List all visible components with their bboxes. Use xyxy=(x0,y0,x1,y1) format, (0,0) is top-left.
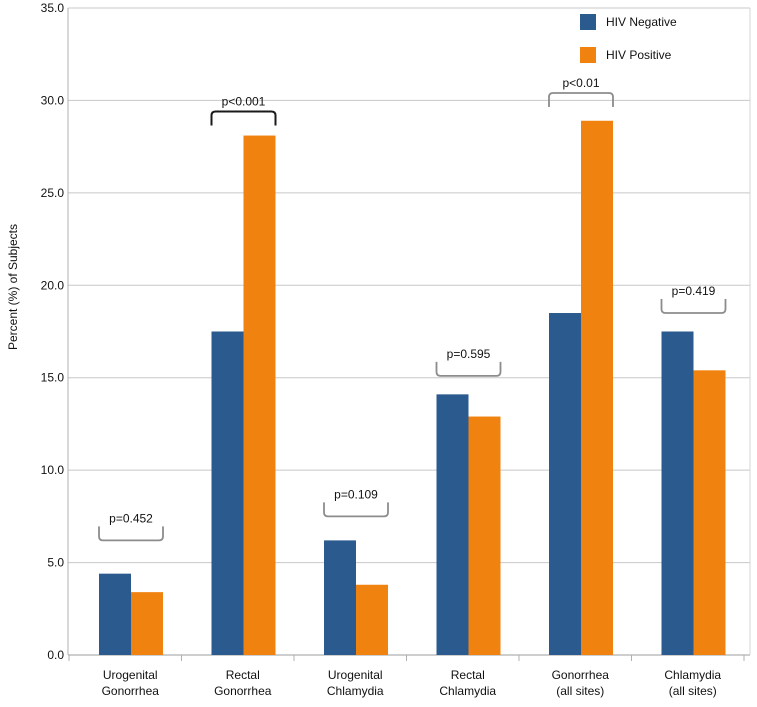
x-category-label: Gonorrhea xyxy=(102,684,160,698)
y-tick-label: 0.0 xyxy=(47,648,64,662)
grid-layer xyxy=(68,7,750,656)
bar-hiv-negative xyxy=(661,331,694,655)
p-value-label: p=0.109 xyxy=(334,487,378,501)
bar-hiv-positive xyxy=(131,592,163,655)
p-value-label: p=0.419 xyxy=(672,284,716,298)
x-category-label: Urogenital xyxy=(103,668,158,682)
significance-bracket xyxy=(435,361,502,377)
x-category-label: (all sites) xyxy=(556,684,604,698)
significance-bracket xyxy=(548,92,614,108)
bar-hiv-negative xyxy=(436,394,469,655)
legend: HIV Negative HIV Positive xyxy=(580,14,677,63)
x-category-label: Gonorrhea xyxy=(214,684,272,698)
p-value-label: p=0.452 xyxy=(109,511,153,525)
y-tick-label: 30.0 xyxy=(41,93,65,107)
bar-hiv-negative xyxy=(324,540,356,655)
y-tick-label: 10.0 xyxy=(41,463,65,477)
significance-bracket xyxy=(323,502,389,518)
x-category-label: Chlamydia xyxy=(439,684,496,698)
y-tick-label: 25.0 xyxy=(41,186,65,200)
bar-hiv-negative xyxy=(549,313,581,655)
x-category-label: Rectal xyxy=(451,668,485,682)
legend-swatch xyxy=(580,14,596,30)
legend-swatch xyxy=(580,47,596,63)
bar-hiv-positive xyxy=(243,135,276,656)
bar-hiv-negative xyxy=(99,573,131,655)
p-value-label: p<0.001 xyxy=(222,95,266,109)
legend-label: HIV Negative xyxy=(606,15,677,29)
y-tick-label: 35.0 xyxy=(41,1,65,15)
significance-bracket xyxy=(210,110,277,126)
x-category-label: (all sites) xyxy=(669,684,717,698)
significance-bracket xyxy=(98,526,164,542)
bar-hiv-negative xyxy=(211,331,244,655)
bar-layer xyxy=(99,120,726,656)
x-category-label: Chlamydia xyxy=(327,684,384,698)
label-layer: 0.0 5.0 10.0 15.0 20.0 25.0 30.0 35.0 Urogenital… xyxy=(41,1,722,698)
annotation-layer: p=0.452 p<0.001 p=0.109 p=0.595 p<0.01 p=0.41… xyxy=(98,76,727,542)
bar-hiv-positive xyxy=(356,584,388,655)
x-category-label: Urogenital xyxy=(328,668,383,682)
x-category-label: Gonorrhea xyxy=(552,668,610,682)
y-tick-label: 20.0 xyxy=(41,278,65,292)
y-tick-label: 5.0 xyxy=(47,556,64,570)
bar-hiv-positive xyxy=(468,416,501,655)
y-axis-title: Percent (%) of Subjects xyxy=(6,224,20,350)
bar-hiv-positive xyxy=(581,120,613,655)
p-value-label: p=0.595 xyxy=(447,347,491,361)
x-category-label: Chlamydia xyxy=(664,668,721,682)
y-tick-label: 15.0 xyxy=(41,371,65,385)
p-value-label: p<0.01 xyxy=(562,76,599,90)
x-category-label: Rectal xyxy=(226,668,260,682)
bar-hiv-positive xyxy=(693,370,726,655)
legend-label: HIV Positive xyxy=(606,48,672,62)
axis-layer xyxy=(67,8,751,661)
significance-bracket xyxy=(660,299,727,314)
